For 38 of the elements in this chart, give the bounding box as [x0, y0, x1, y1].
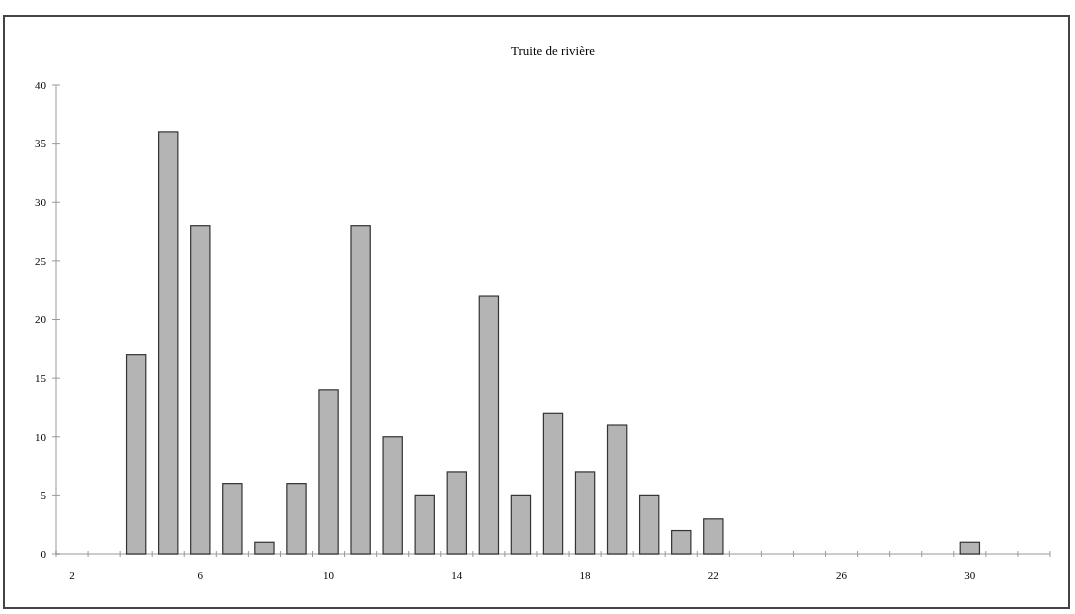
bar — [606, 424, 628, 555]
bar — [478, 295, 500, 555]
bar — [158, 131, 179, 555]
bar — [382, 436, 403, 555]
bar — [638, 494, 660, 555]
bar — [222, 483, 243, 555]
y-tick-label: 10 — [35, 430, 47, 443]
y-tick-label: 30 — [35, 196, 47, 209]
x-tick-label: 2 — [69, 569, 75, 581]
x-tick-label: 14 — [451, 569, 463, 581]
y-tick-label: 20 — [35, 313, 47, 326]
y-tick-label: 15 — [35, 371, 47, 384]
bar — [542, 412, 564, 555]
bar — [574, 471, 596, 555]
chart-title: Truite de rivière — [511, 43, 596, 58]
x-tick-label: 6 — [197, 569, 204, 581]
bar — [318, 389, 339, 555]
bar — [446, 471, 468, 555]
bar — [703, 518, 724, 555]
y-tick-label: 5 — [40, 489, 47, 502]
bar — [125, 354, 147, 555]
bar — [254, 541, 275, 555]
bar — [510, 494, 532, 555]
y-tick-label: 0 — [40, 547, 47, 560]
y-tick-label: 35 — [35, 137, 47, 150]
x-tick-label: 30 — [964, 569, 976, 581]
bar — [671, 529, 692, 555]
x-tick-label: 22 — [707, 569, 719, 581]
x-tick-label: 26 — [836, 569, 848, 581]
bar — [414, 494, 435, 555]
y-tick-label: 40 — [35, 78, 47, 91]
x-tick-label: 10 — [323, 569, 335, 581]
bar — [286, 483, 307, 555]
bar — [959, 541, 981, 555]
bar — [350, 225, 371, 555]
bar — [190, 225, 211, 555]
y-tick-label: 25 — [35, 254, 47, 267]
x-tick-label: 18 — [579, 569, 592, 581]
